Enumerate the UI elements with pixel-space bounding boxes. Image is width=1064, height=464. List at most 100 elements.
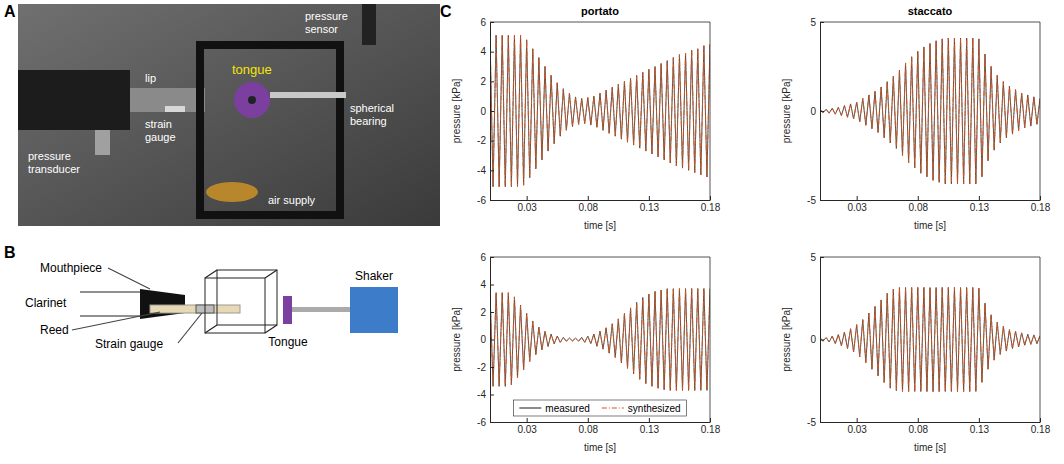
x-tick: 0.08 [909, 196, 929, 213]
x-tick-mark [649, 418, 650, 422]
y-tick-label: 5 [810, 17, 816, 28]
diagram-label: Shaker [355, 269, 393, 283]
x-tick-mark [710, 196, 711, 200]
series-line [490, 289, 710, 391]
plot-area [820, 257, 1040, 422]
legend-label: measured [545, 403, 589, 414]
box-edge [265, 270, 277, 278]
diagram-label: Clarinet [25, 296, 67, 310]
leader-line [178, 313, 202, 343]
strain-gauge-object [165, 106, 185, 112]
y-tick-mark [490, 111, 494, 112]
transducer [95, 130, 110, 155]
box-edge [205, 325, 217, 333]
x-axis-line [491, 422, 711, 423]
x-tick-mark [857, 418, 858, 422]
y-tick-mark [490, 422, 494, 423]
diagram-label: Tongue [268, 335, 308, 349]
y-tick-mark [490, 170, 494, 171]
x-axis-line [491, 200, 711, 201]
plot-marks [490, 289, 710, 391]
x-tick-mark [588, 418, 589, 422]
y-tick: 4 [480, 46, 494, 57]
x-tick-mark [588, 196, 589, 200]
y-tick-label: -5 [807, 417, 816, 428]
y-axis-title: pressure [kPa] [781, 307, 792, 372]
series-line [820, 288, 1040, 392]
plot-marks [490, 35, 710, 186]
y-tick: 6 [480, 252, 494, 263]
y-tick: -6 [477, 417, 494, 428]
y-tick-mark [820, 200, 824, 201]
chart-title: portato [581, 5, 619, 17]
y-tick: -5 [807, 195, 824, 206]
x-axis: 0.030.080.130.18 [821, 196, 1051, 213]
x-tick: 0.08 [579, 196, 599, 213]
reed-shape [150, 305, 240, 313]
y-tick-mark [820, 257, 824, 258]
plot-area [490, 257, 710, 422]
x-tick-label: 0.18 [1031, 202, 1051, 213]
chart-title: staccato [908, 5, 953, 17]
y-axis-title: pressure [kPa] [451, 79, 462, 144]
y-tick: 0 [810, 334, 824, 345]
x-tick-mark [979, 196, 980, 200]
y-tick-label: 6 [480, 252, 486, 263]
y-tick: 0 [480, 334, 494, 345]
x-tick-label: 0.08 [579, 424, 599, 435]
y-tick-label: -5 [807, 195, 816, 206]
x-tick: 0.13 [970, 196, 990, 213]
leader-line [72, 312, 160, 330]
x-tick: 0.03 [847, 418, 867, 435]
x-tick-label: 0.03 [517, 424, 537, 435]
y-tick-label: 0 [810, 106, 816, 117]
figure: ABCpressuresensortonguelipstraingaugesph… [0, 0, 1064, 464]
tongue-shape [283, 296, 292, 324]
x-tick-label: 0.18 [1031, 424, 1051, 435]
x-tick-mark [918, 418, 919, 422]
x-tick-mark [1040, 418, 1041, 422]
leader-line [108, 268, 150, 289]
y-tick: 6 [480, 17, 494, 28]
x-tick-label: 0.13 [640, 202, 660, 213]
diagram-label: Mouthpiece [40, 261, 102, 275]
y-tick: -2 [477, 362, 494, 373]
y-tick-mark [490, 312, 494, 313]
x-axis-title: time [s] [584, 220, 616, 231]
series-line [820, 38, 1040, 184]
box-edge [205, 270, 217, 278]
x-axis-line [821, 422, 1041, 423]
x-tick: 0.08 [909, 418, 929, 435]
x-tick: 0.13 [640, 418, 660, 435]
plot-frame [1040, 257, 1041, 422]
plot-frame [490, 22, 710, 23]
sensor-object [362, 4, 376, 45]
series-line [490, 35, 710, 186]
series-line [820, 38, 1040, 184]
shaker-shape [350, 287, 398, 333]
x-tick-label: 0.08 [909, 202, 929, 213]
x-tick-mark [649, 196, 650, 200]
photo-label: lip [145, 72, 156, 84]
plot-frame [710, 257, 711, 422]
y-tick: -6 [477, 195, 494, 206]
x-tick-label: 0.13 [970, 202, 990, 213]
x-tick-label: 0.18 [701, 424, 721, 435]
series-line [490, 35, 710, 186]
photo-label: straingauge [145, 118, 176, 143]
x-axis: 0.030.080.130.18 [491, 196, 721, 213]
y-tick: 2 [480, 76, 494, 87]
y-tick: 5 [810, 17, 824, 28]
y-tick-mark [490, 340, 494, 341]
plot-area [820, 22, 1040, 200]
tongue-center [248, 96, 256, 104]
legend-box [513, 400, 686, 416]
y-tick: -4 [477, 165, 494, 176]
x-tick-label: 0.13 [640, 424, 660, 435]
plot-area [490, 22, 710, 200]
photo-label: pressuresensor [305, 10, 348, 35]
legend-swatch [519, 407, 541, 408]
legend: measured synthesized [513, 400, 686, 416]
y-tick-mark [820, 111, 824, 112]
legend-label: synthesized [628, 403, 681, 414]
